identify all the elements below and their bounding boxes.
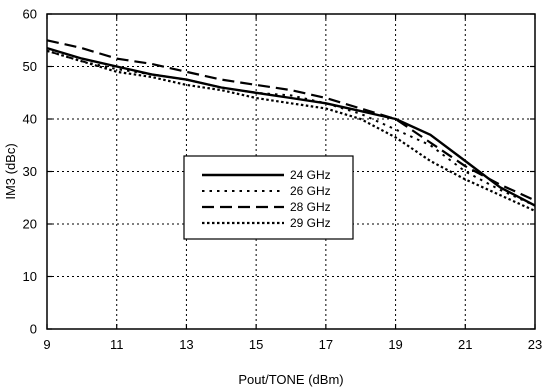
series-line-28-ghz <box>46 39 536 202</box>
series-line-26-ghz <box>46 49 536 207</box>
x-tick-label: 21 <box>458 337 472 352</box>
legend: 24 GHz 26 GHz 28 GHz 29 GHz <box>183 155 354 240</box>
legend-label: 29 GHz <box>290 216 331 230</box>
y-tick-label: 20 <box>23 217 37 232</box>
x-tick-label: 17 <box>319 337 333 352</box>
x-tick-label: 15 <box>249 337 263 352</box>
legend-label: 26 GHz <box>290 184 331 198</box>
y-tick-label: 10 <box>23 269 37 284</box>
x-axis-title: Pout/TONE (dBm) <box>238 372 343 387</box>
legend-box <box>183 155 354 240</box>
gridlines <box>47 14 535 329</box>
y-tick-label: 60 <box>23 7 37 22</box>
y-tick-label: 40 <box>23 112 37 127</box>
x-tick-label: 19 <box>388 337 402 352</box>
y-tick-labels: 0 10 20 30 40 50 60 <box>23 7 37 337</box>
x-tick-label: 13 <box>179 337 193 352</box>
series-line-24-ghz <box>46 46 536 207</box>
x-tick-label: 9 <box>43 337 50 352</box>
y-tick-label: 50 <box>23 59 37 74</box>
y-tick-label: 0 <box>30 322 37 337</box>
y-axis-title: IM3 (dBc) <box>3 143 18 199</box>
legend-label: 24 GHz <box>290 168 331 182</box>
x-tick-label: 11 <box>110 337 124 352</box>
series-lines <box>46 39 536 212</box>
legend-label: 28 GHz <box>290 200 331 214</box>
x-tick-label: 23 <box>528 337 542 352</box>
x-tick-labels: 9 11 13 15 17 19 21 23 <box>43 337 542 352</box>
y-tick-label: 30 <box>23 164 37 179</box>
tick-marks <box>46 13 536 330</box>
series-line-29-ghz <box>46 49 536 212</box>
